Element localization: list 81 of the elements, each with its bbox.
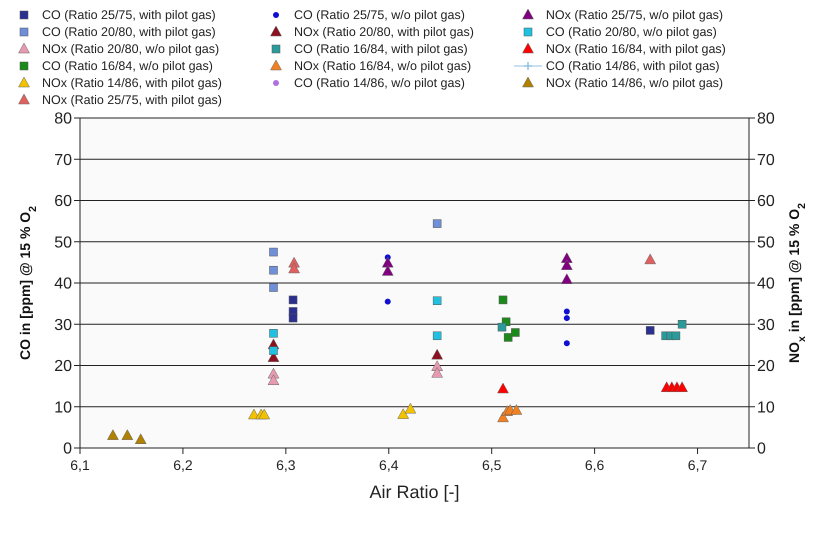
legend-label: NOx (Ratio 16/84, w/o pilot gas) — [294, 58, 472, 72]
point — [498, 296, 508, 304]
y-tick-label: 30 — [54, 316, 72, 334]
legend-label: CO (Ratio 25/75, w/o pilot gas) — [294, 8, 465, 22]
legend-label: NOx (Ratio 25/75, with pilot gas) — [42, 92, 222, 106]
legend-label: CO (Ratio 14/86, w/o pilot gas) — [294, 76, 465, 90]
point — [288, 262, 300, 274]
y2-tick-label: 70 — [757, 152, 775, 169]
point — [269, 346, 278, 355]
point — [510, 404, 522, 415]
point — [268, 374, 280, 386]
legend-label: CO (Ratio 16/84, with pilot gas) — [294, 42, 468, 56]
y2-tick-label: 50 — [757, 234, 775, 252]
point — [107, 429, 119, 440]
point — [382, 256, 394, 268]
legend-label: NOx (Ratio 25/75, w/o pilot gas) — [546, 8, 724, 22]
y2-tick-label: 20 — [757, 358, 775, 376]
point — [269, 266, 278, 274]
point — [646, 326, 654, 335]
y-tick-label: 40 — [54, 276, 72, 293]
point — [404, 402, 416, 414]
y-tick-label: 0 — [63, 440, 72, 458]
legend-label: CO (Ratio 25/75, with pilot gas) — [42, 8, 216, 22]
point — [384, 298, 391, 305]
x-tick-label: 6,2 — [173, 457, 193, 473]
point — [432, 219, 442, 228]
legend-label: CO (Ratio 14/86, with pilot gas) — [546, 58, 720, 72]
point — [269, 283, 278, 292]
point — [134, 434, 146, 444]
legend-label: NOx (Ratio 14/86, w/o pilot gas) — [546, 76, 724, 90]
x-tick-label: 6,1 — [70, 457, 90, 473]
y2-tick-label: 10 — [757, 399, 775, 416]
legend-label: CO (Ratio 20/80, w/o pilot gas) — [546, 24, 717, 38]
point — [678, 320, 686, 328]
x-tick-label: 6,7 — [688, 457, 708, 473]
point — [269, 329, 278, 338]
point — [288, 314, 298, 322]
point — [258, 408, 270, 420]
y-tick-label: 80 — [54, 110, 72, 128]
x-axis-title: Air Ratio [-] — [369, 482, 460, 502]
legend-label: NOx (Ratio 20/80, w/o pilot gas) — [42, 42, 220, 56]
point — [432, 332, 442, 340]
x-tick-label: 6,5 — [482, 457, 502, 473]
point — [431, 367, 443, 378]
point — [644, 254, 656, 264]
point — [432, 296, 442, 305]
legend-label: NOx (Ratio 20/80, with pilot gas) — [294, 24, 474, 38]
point — [288, 296, 298, 304]
y2-tick-label: 80 — [757, 110, 775, 128]
point — [561, 259, 573, 270]
point — [382, 265, 394, 276]
legend-label: CO (Ratio 16/84, w/o pilot gas) — [42, 58, 213, 72]
y-tick-label: 20 — [54, 358, 72, 376]
point — [269, 248, 278, 256]
y-tick-label: 60 — [54, 193, 72, 210]
point — [672, 332, 680, 340]
y2-tick-label: 60 — [757, 193, 775, 210]
point — [397, 408, 409, 419]
point — [498, 322, 506, 332]
y-tick-label: 70 — [54, 152, 72, 169]
y-tick-label: 50 — [54, 234, 72, 252]
y-tick-label: 10 — [54, 399, 72, 416]
point — [676, 382, 688, 392]
y2-tick-label: 30 — [757, 316, 775, 334]
legend-label: NOx (Ratio 14/86, with pilot gas) — [42, 76, 222, 90]
point — [122, 429, 134, 440]
x-tick-label: 6,6 — [584, 457, 605, 473]
legend-label: CO (Ratio 20/80, with pilot gas) — [42, 24, 216, 38]
point — [511, 328, 520, 337]
point — [431, 348, 443, 360]
point — [564, 315, 570, 322]
legend-label: NOx (Ratio 16/84, with pilot gas) — [546, 42, 726, 56]
y2-tick-label: 0 — [757, 440, 766, 458]
point — [564, 340, 570, 346]
point — [497, 382, 509, 394]
x-tick-label: 6,3 — [276, 457, 296, 473]
point — [504, 333, 512, 342]
y2-tick-label: 40 — [757, 276, 775, 293]
x-tick-label: 6,4 — [379, 457, 399, 473]
point — [561, 273, 573, 284]
point — [564, 308, 570, 314]
